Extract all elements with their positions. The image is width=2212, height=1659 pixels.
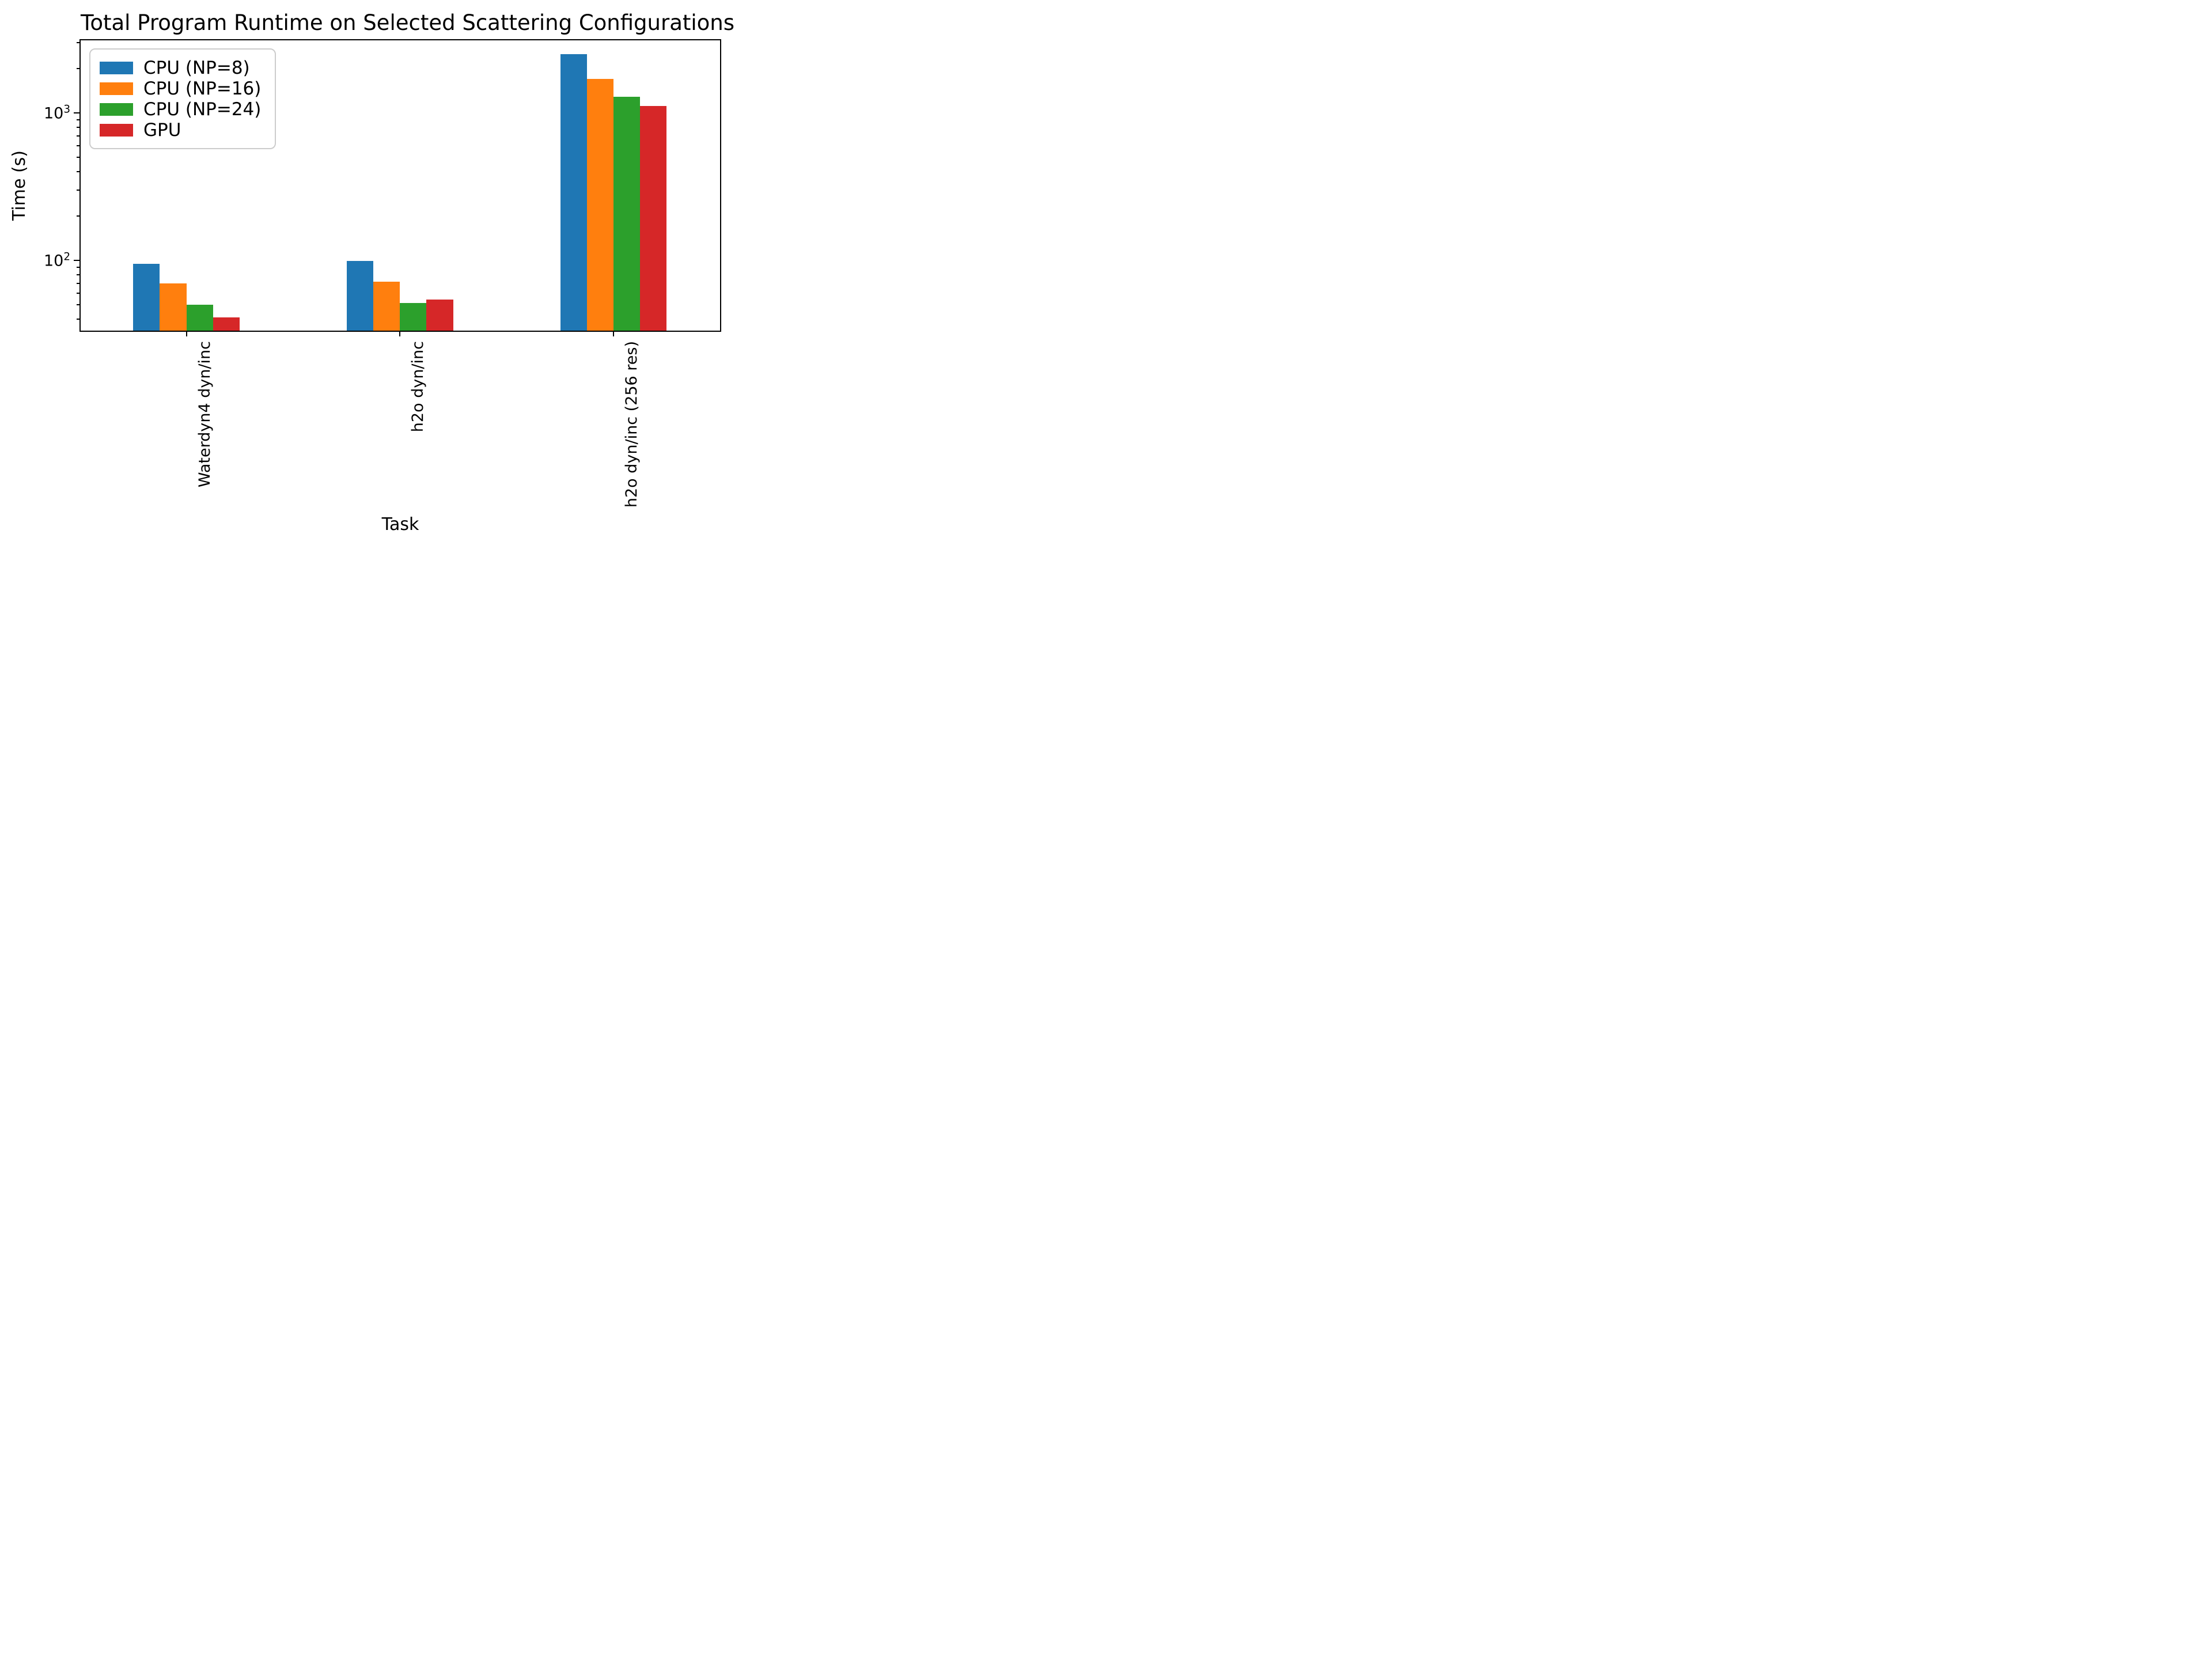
y-minor-tick <box>77 266 79 268</box>
bar-cpu-np-24- <box>613 97 641 331</box>
y-minor-tick <box>77 318 79 320</box>
y-minor-tick <box>77 292 79 294</box>
x-tick-label: h2o dyn/inc <box>409 341 427 433</box>
x-tick-label: Waterdyn4 dyn/inc <box>195 341 214 488</box>
bar-cpu-np-8- <box>346 261 373 331</box>
legend-swatch <box>100 82 133 95</box>
y-minor-tick <box>77 282 79 284</box>
legend-label: GPU <box>143 120 181 141</box>
y-major-tick <box>74 112 79 114</box>
bar-cpu-np-8- <box>133 263 160 331</box>
bar-gpu <box>426 299 453 331</box>
y-minor-tick <box>77 157 79 158</box>
y-minor-tick <box>77 42 79 44</box>
x-axis-label: Task <box>381 514 419 535</box>
bar-gpu <box>640 105 667 331</box>
y-minor-tick <box>77 274 79 275</box>
legend-row: GPU <box>100 120 261 141</box>
y-minor-tick <box>77 135 79 137</box>
y-tick-label: 103 <box>43 103 70 123</box>
chart-title: Total Program Runtime on Selected Scatte… <box>81 10 735 35</box>
legend-label: CPU (NP=8) <box>143 58 250 78</box>
legend-label: CPU (NP=16) <box>143 78 262 99</box>
bar-chart-figure: Total Program Runtime on Selected Scatte… <box>0 0 737 553</box>
y-minor-tick <box>77 215 79 217</box>
bar-cpu-np-8- <box>560 54 587 331</box>
y-minor-tick <box>77 145 79 147</box>
y-tick-label: 102 <box>43 251 70 270</box>
bar-cpu-np-24- <box>186 305 213 331</box>
y-minor-tick <box>77 190 79 191</box>
y-minor-tick <box>77 119 79 121</box>
y-axis-label: Time (s) <box>9 150 29 221</box>
bar-cpu-np-16- <box>160 283 187 331</box>
x-tick <box>612 331 614 336</box>
legend-swatch <box>100 103 133 116</box>
legend-row: CPU (NP=24) <box>100 99 261 120</box>
legend-row: CPU (NP=16) <box>100 78 261 99</box>
legend-label: CPU (NP=24) <box>143 99 262 120</box>
legend: CPU (NP=8) CPU (NP=16) CPU (NP=24) GPU <box>89 48 276 149</box>
x-tick-label: h2o dyn/inc (256 res) <box>622 341 641 508</box>
y-minor-tick <box>77 68 79 70</box>
bar-cpu-np-16- <box>586 79 613 331</box>
bar-gpu <box>213 317 240 331</box>
x-tick <box>399 331 401 336</box>
y-minor-tick <box>77 127 79 128</box>
legend-row: CPU (NP=8) <box>100 58 261 78</box>
y-major-tick <box>74 260 79 262</box>
bar-cpu-np-24- <box>400 302 427 331</box>
y-minor-tick <box>77 304 79 306</box>
legend-swatch <box>100 62 133 74</box>
bar-cpu-np-16- <box>373 281 400 331</box>
legend-swatch <box>100 124 133 137</box>
y-minor-tick <box>77 171 79 173</box>
x-tick <box>185 331 187 336</box>
